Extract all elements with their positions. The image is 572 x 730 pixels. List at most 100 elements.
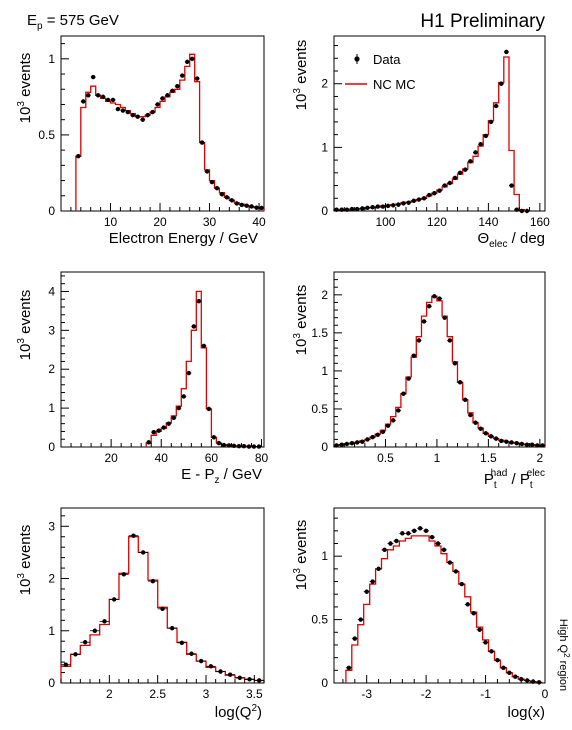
plot-frame [333,35,546,212]
data-point [216,440,222,446]
data-point [226,443,232,448]
data-point [254,205,259,210]
data-point [181,394,187,399]
data-point [465,602,470,607]
y-tick-label: 0 [321,676,328,690]
data-point [463,167,468,172]
y-tick-label: 0.5 [311,613,328,627]
data-point [463,397,468,403]
data-point [131,533,136,538]
data-point [151,430,156,435]
data-point [540,443,545,448]
data-point [161,425,166,430]
data-point [194,76,200,81]
data-point [396,408,401,413]
plot-frame [333,271,546,448]
data-point [176,405,181,411]
data-point [198,658,204,664]
y-tick-label: 1 [48,624,55,638]
data-point [251,444,257,449]
data-point [524,208,530,214]
data-point [146,440,151,445]
data-point [155,102,160,107]
x-tick-label: 160 [530,215,550,229]
data-point [437,296,442,301]
data-point [81,99,86,104]
y-tick-label: 1 [321,140,328,154]
data-point [247,677,252,682]
data-point [396,202,401,207]
y-tick-label: 3 [48,519,55,533]
y-tick-label: 2 [321,77,328,91]
y-tick-label: 1 [48,52,55,66]
data-point [208,664,214,669]
data-point [473,420,478,425]
data-point [185,59,190,65]
data-point [244,203,249,208]
mc-histogram [345,535,543,684]
x-tick-label: 2 [106,687,113,701]
plot-frame [60,35,265,212]
data-point [441,547,447,553]
panel-electron-energy: 0 0.5 1 10 20 30 40 [38,35,266,229]
data-point [76,154,81,159]
data-point [468,159,473,164]
data-point [473,150,478,155]
data-point [111,597,117,602]
data-point [166,421,171,426]
data-point [376,566,381,572]
x-tick-label: 100 [375,215,395,229]
data-point [477,627,482,632]
data-point [416,338,422,343]
data-point [135,114,140,119]
data-point [447,560,453,565]
data-point [459,581,464,587]
x-tick-label: 2 [537,451,544,465]
data-point [90,74,96,80]
y-tick-label: 0.5 [311,402,328,416]
x-tick-label: 0 [542,687,549,701]
y-tick-label: 2 [48,362,55,376]
data-point [191,324,197,329]
xlabel-pt-balance: Pthad / Ptelec [484,468,545,491]
data-point [488,119,494,125]
data-point [390,203,396,208]
data-point [239,202,244,208]
x-tick-label: 40 [252,215,266,229]
data-point [417,526,423,531]
data-point [401,391,406,396]
x-tick-label: 20 [104,451,118,465]
data-point [385,423,391,428]
data-point [499,438,504,444]
data-point [501,665,506,670]
y-tick-label: 0 [48,676,55,690]
mc-histogram [145,290,263,448]
panel-pt-balance: 0 0.5 1 1.5 2 0.5 1 1.5 2 [311,271,546,465]
data-point [504,49,509,55]
data-point [365,437,370,442]
data-point [412,528,417,534]
data-point [442,315,447,320]
data-point [189,651,194,656]
x-tick-label: -1 [480,687,491,701]
data-point [249,204,254,209]
legend-data-label: Data [373,52,401,67]
x-tick-label: 0.5 [377,451,394,465]
x-tick-label: 20 [153,215,167,229]
data-point [483,133,489,139]
data-point [519,441,525,447]
x-tick-label: 60 [205,451,219,465]
data-point [221,442,227,448]
data-point [102,619,107,624]
data-point [86,93,91,98]
data-point [365,205,370,211]
data-point [95,93,101,98]
xlabel-electron-energy: Electron Energy / GeV [109,230,258,247]
x-tick-label: 40 [155,451,169,465]
data-point [457,170,463,176]
data-point [493,103,499,109]
data-point [170,88,175,93]
data-point [218,669,223,674]
data-point [504,439,509,444]
data-point [388,541,393,546]
